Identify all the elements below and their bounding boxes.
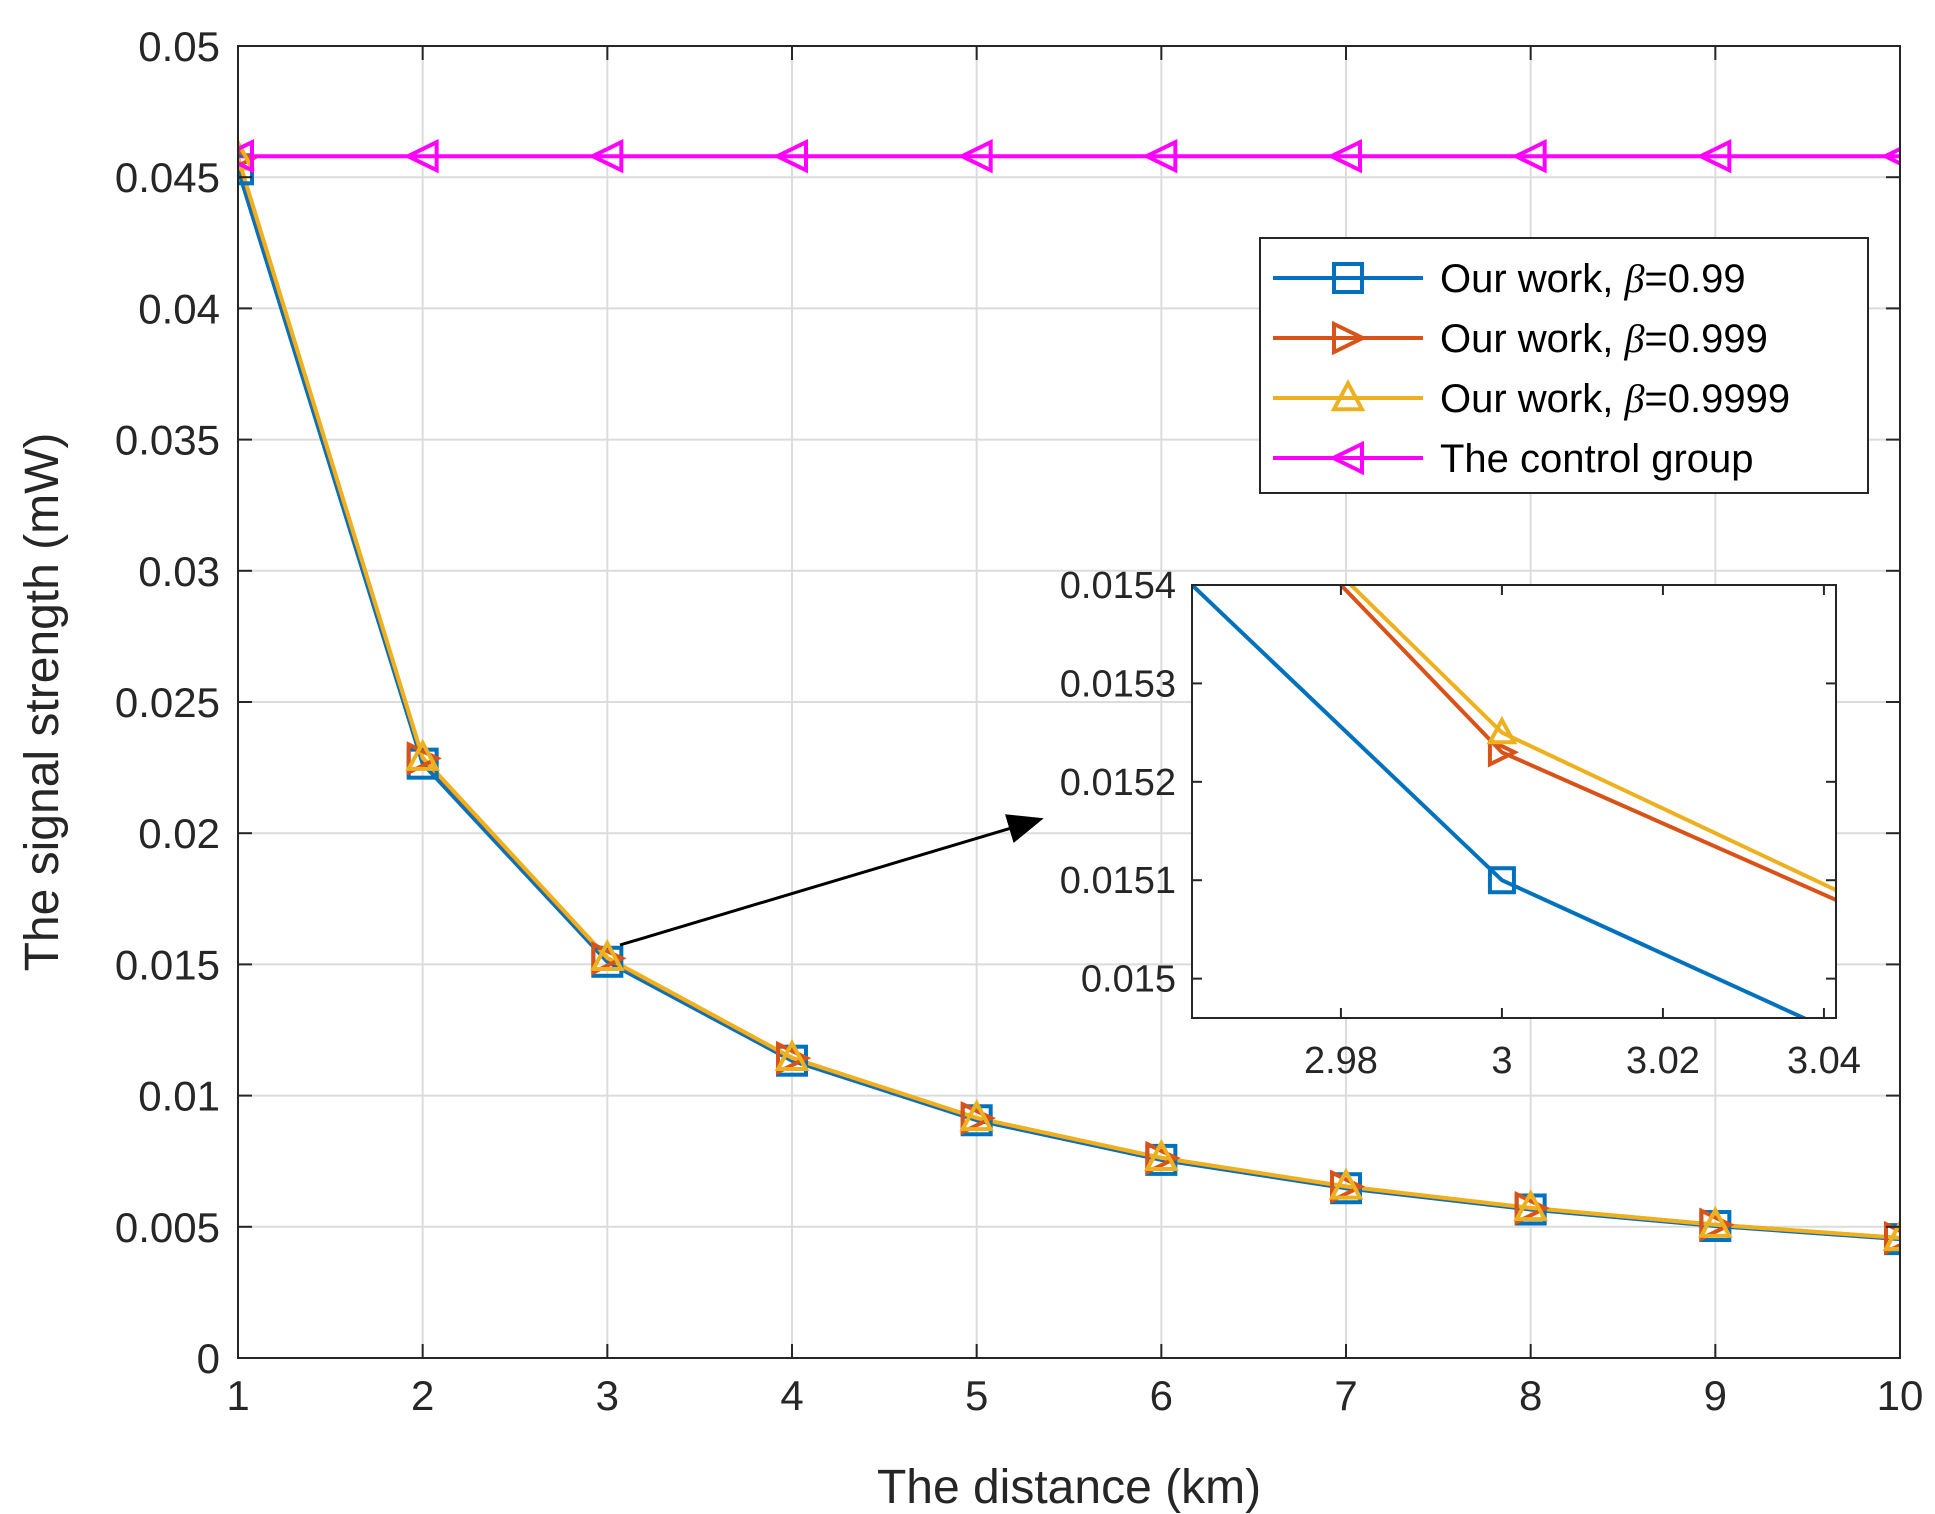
series-4-point [1696, 139, 1732, 174]
inset-series-3-point [1486, 715, 1518, 745]
inset-x-tick-labels: 2.98 3 3.02 3.04 [1304, 1040, 1861, 1082]
x-tick-label: 5 [965, 1372, 988, 1419]
series-2-point [1514, 1190, 1550, 1226]
series-3-point [1143, 1138, 1179, 1171]
inset-background [1192, 585, 1836, 1018]
y-tick-label: 0.025 [115, 679, 220, 726]
series-2-point [406, 741, 442, 776]
x-tick-label: 6 [1150, 1372, 1173, 1419]
series-4-point [1142, 139, 1178, 174]
y-tick-label: 0.04 [138, 285, 220, 332]
inset-x-tick-label: 3.02 [1626, 1040, 1700, 1082]
x-tick-label: 7 [1334, 1372, 1357, 1419]
series-3-point [959, 1098, 995, 1132]
y-tick-label: 0.01 [138, 1073, 220, 1120]
series-3-point [1328, 1167, 1364, 1200]
y-tick-label: 0.015 [115, 941, 220, 988]
x-tick-label: 9 [1704, 1372, 1727, 1419]
inset-x-tick-label: 2.98 [1304, 1040, 1378, 1082]
y-tick-label: 0.045 [115, 154, 220, 201]
y-tick-label: 0.03 [138, 548, 220, 595]
main-tick-marks [237, 45, 1901, 1359]
inset-plot: 2.98 3 3.02 3.04 0.0150.01510.01520.01530.0… [1060, 565, 1861, 1082]
series-4-point [588, 139, 624, 174]
main-y-tick-labels: 0 0.005 0.01 0.015 0.02 0.025 0.03 0.035 0.04 0.0… [115, 23, 220, 1382]
series-2-point [1330, 1169, 1366, 1204]
inset-y-tick-label: 0.0151 [1060, 860, 1176, 902]
inset-y-tick-label: 0.0153 [1060, 663, 1176, 705]
x-tick-label: 10 [1877, 1372, 1924, 1419]
legend-label-1: Our work, β=0.99 [1440, 256, 1746, 301]
series-4-point [1326, 139, 1362, 174]
series-3-point [1697, 1205, 1733, 1238]
x-tick-label: 4 [780, 1372, 803, 1419]
series-3-point [1882, 1218, 1900, 1252]
series-3-point [1513, 1189, 1549, 1222]
series-3-point [774, 1038, 810, 1072]
x-tick-label: 2 [411, 1372, 434, 1419]
inset-x-tick-label: 3 [1491, 1040, 1512, 1082]
series-line-3 [238, 156, 1900, 1240]
series-3-point [405, 738, 441, 771]
inset-series-line-2 [1339, 585, 1836, 902]
x-tick-label: 1 [226, 1372, 249, 1419]
x-tick-label: 8 [1519, 1372, 1542, 1419]
inset-y-tick-label: 0.015 [1081, 959, 1176, 1001]
inset-y-tick-label: 0.0152 [1060, 762, 1176, 804]
series-4-point [238, 139, 254, 174]
series-2-point [591, 941, 627, 976]
main-series-group [238, 138, 1900, 1256]
series-4-point [403, 139, 439, 174]
series-2-point [1884, 1220, 1900, 1256]
inset-series-2-point [1487, 737, 1520, 768]
legend-label-3: Our work, β=0.9999 [1440, 376, 1790, 421]
x-tick-label: 3 [596, 1372, 619, 1419]
inset-series-line-3 [1348, 585, 1836, 892]
series-2-point [776, 1040, 812, 1076]
y-tick-label: 0.05 [138, 23, 220, 70]
series-3-point [589, 938, 625, 972]
inset-y-tick-label: 0.0154 [1060, 565, 1176, 607]
main-x-tick-labels: 1 2 3 4 5 6 7 8 9 10 [226, 1372, 1923, 1419]
y-tick-label: 0.035 [115, 417, 220, 464]
inset-y-tick-labels: 0.015 0.0151 0.0152 0.0153 0.0154 [1060, 565, 1176, 1001]
series-4-point [772, 139, 808, 174]
inset-series-group [1192, 585, 1836, 1018]
series-2-point [1699, 1207, 1735, 1242]
inset-series-1-point [1487, 866, 1516, 895]
zoom-arrow [619, 814, 1044, 947]
y-axis-label: The signal strength (mW) [16, 433, 69, 972]
series-2-point [960, 1100, 996, 1136]
inset-tick-marks [1192, 584, 1836, 1018]
legend-marker-4 [1328, 440, 1364, 476]
y-tick-label: 0.02 [138, 810, 220, 857]
y-tick-label: 0 [197, 1335, 220, 1382]
series-3-point [238, 138, 256, 171]
legend-label-2: Our work, β=0.999 [1440, 316, 1768, 361]
legend-marker-2 [1332, 320, 1368, 356]
series-4-point [1511, 139, 1547, 174]
y-tick-label: 0.005 [115, 1204, 220, 1251]
legend-marker-1 [1332, 262, 1364, 294]
x-axis-label: The distance (km) [877, 1461, 1261, 1514]
series-4-point [957, 139, 993, 174]
inset-series-line-1 [1192, 585, 1809, 1018]
legend-marker-3 [1330, 379, 1366, 412]
inset-x-tick-label: 3.04 [1787, 1040, 1861, 1082]
inset-axes-box [1191, 584, 1837, 1019]
series-2-point [1145, 1140, 1181, 1176]
legend: Our work, β=0.99 Our work, β=0.999 Our wor… [1259, 237, 1869, 494]
legend-label-4: The control group [1440, 437, 1754, 481]
